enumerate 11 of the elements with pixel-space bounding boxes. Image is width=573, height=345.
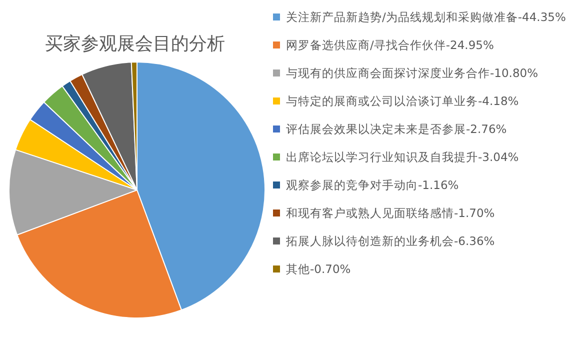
legend-label: 与特定的展商或公司以洽谈订单业务-4.18% (286, 94, 519, 108)
legend-label: 拓展人脉以待创造新的业务机会-6.36% (285, 234, 495, 248)
legend-label: 网罗备选供应商/寻找合作伙伴-24.95% (286, 38, 494, 52)
legend-label: 其他-0.70% (286, 262, 351, 276)
legend-label: 与现有的供应商会面探讨深度业务合作-10.80% (286, 66, 538, 80)
legend-label: 观察参展的竞争对手动向-1.16% (286, 178, 459, 192)
legend-label: 关注新产品新趋势/为品线规划和采购做准备-44.35% (286, 10, 566, 24)
legend-label: 和现有客户或熟人见面联络感情-1.70% (286, 206, 495, 220)
text: 买家参观展会目的分析 (45, 34, 225, 54)
legend-label: 评估展会效果以决定未来是否参展-2.76% (286, 122, 507, 136)
legend-label: 出席论坛以学习行业知识及自我提升-3.04% (286, 150, 519, 164)
